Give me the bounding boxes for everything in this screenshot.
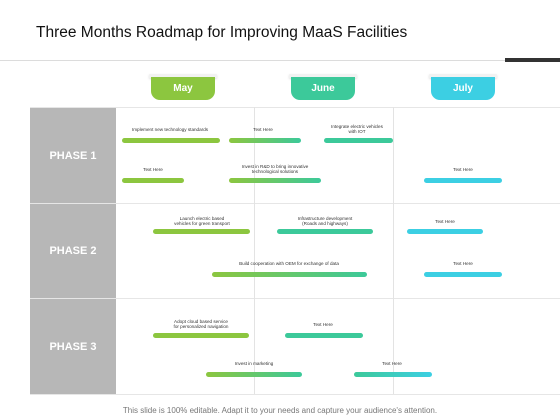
task-5-label: Invest in R&D to bring innovative techno… <box>241 164 309 175</box>
month-header-july: July <box>429 74 497 100</box>
month-header-may: May <box>149 74 217 100</box>
phase-1-text: PHASE 1 <box>49 149 97 162</box>
task-15-label: Text Here <box>382 361 402 366</box>
task-10-label: Build cooperation with OEM for exchange … <box>239 261 339 266</box>
task-11-bar <box>424 272 502 277</box>
phase-2-label: PHASE 2 <box>30 204 116 298</box>
task-3-bar <box>324 138 393 143</box>
task-6-bar <box>424 178 502 183</box>
task-4-bar <box>122 178 184 183</box>
task-7-bar <box>153 229 250 234</box>
task-9-bar <box>407 229 483 234</box>
title-accent-bar <box>505 58 560 62</box>
month-label-june: June <box>291 77 355 100</box>
task-3-label: Integrate electric vehicles with IOT <box>331 124 383 135</box>
task-12-label: Adopt cloud based service for personaliz… <box>173 319 229 330</box>
task-5-bar <box>229 178 321 183</box>
grid-column-line <box>254 107 255 394</box>
phase-3-text: PHASE 3 <box>49 340 97 353</box>
grid-column-line <box>393 107 394 394</box>
task-9-label: Text Here <box>435 219 455 224</box>
task-15-bar <box>354 372 432 377</box>
task-1-label: Implement new technology standards <box>131 127 209 132</box>
month-tab <box>149 74 217 78</box>
task-2-bar <box>229 138 301 143</box>
page-title: Three Months Roadmap for Improving MaaS … <box>36 24 408 41</box>
phase-3-label: PHASE 3 <box>30 299 116 394</box>
task-10-bar <box>212 272 367 277</box>
task-14-label: Invest in marketing <box>234 361 274 366</box>
grid-row-line <box>30 298 560 299</box>
task-11-label: Text Here <box>453 261 473 266</box>
month-header-june: June <box>289 74 357 100</box>
task-6-label: Text Here <box>453 167 473 172</box>
task-14-bar <box>206 372 302 377</box>
month-label-may: May <box>151 77 215 100</box>
phase-1-label: PHASE 1 <box>30 108 116 203</box>
footer-note: This slide is 100% editable. Adapt it to… <box>122 406 438 415</box>
month-tab <box>289 74 357 78</box>
grid-row-line <box>30 107 560 108</box>
phase-2-text: PHASE 2 <box>49 245 97 257</box>
task-4-label: Text Here <box>143 167 163 172</box>
task-2-label: Text Here <box>253 127 273 132</box>
task-8-bar <box>277 229 373 234</box>
month-tab <box>429 74 497 78</box>
task-13-label: Text Here <box>313 322 333 327</box>
task-1-bar <box>122 138 220 143</box>
title-divider <box>0 60 505 61</box>
task-12-bar <box>153 333 249 338</box>
task-7-label: Launch electric based vehicles for green… <box>174 216 230 227</box>
month-label-july: July <box>431 77 495 100</box>
task-8-label: Infrastructure development (Roads and hi… <box>297 216 353 227</box>
task-13-bar <box>285 333 363 338</box>
grid-row-line <box>30 394 560 395</box>
grid-row-line <box>30 203 560 204</box>
